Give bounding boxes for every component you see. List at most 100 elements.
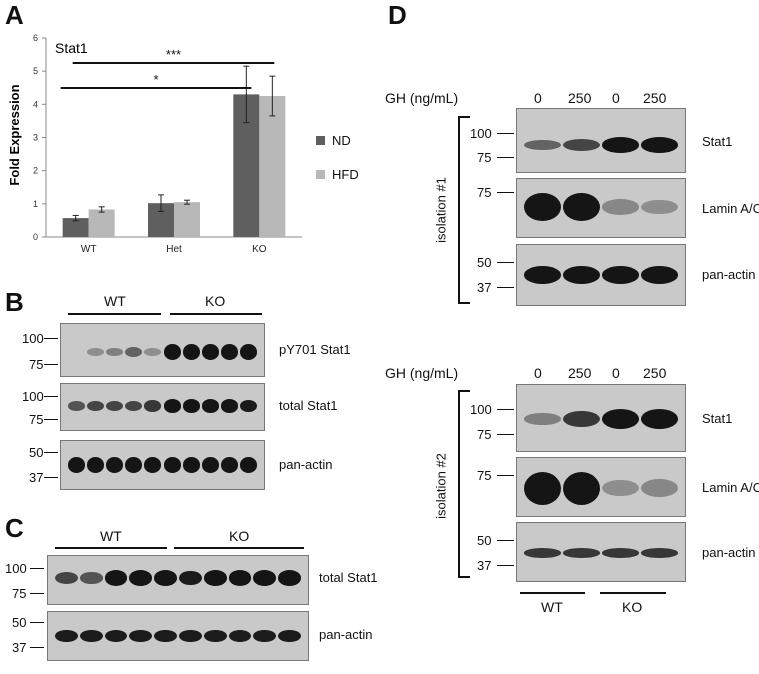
y-tick-label: 3 [33,133,38,143]
blot-band [106,347,124,357]
blot-band [144,348,162,356]
blot-band [563,266,600,284]
isolation-1-bracket [458,116,460,304]
y-tick-label: 0 [33,232,38,242]
blot-band [602,199,639,215]
blot-band [563,192,600,222]
gh-dose: 250 [568,365,592,381]
row-label: pan-actin [702,545,756,560]
gh-dose: 250 [643,90,667,106]
panel-label-b: B [5,287,24,317]
blot-b-wt-bar [68,313,161,315]
blot-band [179,629,202,643]
isolation-1-label: isolation #1 [433,177,449,243]
blot-b-pY701-stat1 [60,323,265,377]
bar-hfd-ko [259,96,286,238]
blot-band [106,457,124,473]
blot-band [125,457,143,473]
blot-band [154,629,177,643]
blot-c-group-ko: KO [229,528,250,544]
blot-d-ko-bar [600,592,666,594]
gh-label-2: GH (ng/mL) [385,365,459,381]
blot-d2-stat1 [516,384,686,452]
row-label: Lamin A/C [702,480,759,495]
marker: 50 [29,445,44,460]
legend-swatch-hfd [316,170,325,179]
blot-band [228,629,252,643]
blot-band [104,570,128,586]
marker: 37 [29,470,44,485]
blot-band [203,629,227,643]
blot-band [203,570,227,586]
blot-d-group-ko: KO [622,599,643,615]
y-tick-label: 2 [33,166,38,176]
gh-dose: 250 [643,365,667,381]
blot-band [602,137,639,153]
blot-band [641,548,678,558]
blot-band [201,399,219,413]
x-tick-label: WT [81,244,97,255]
row-label: Lamin A/C [702,201,759,216]
gh-dose: 0 [534,90,542,106]
row-label: Stat1 [702,134,733,149]
gh-dose: 0 [612,90,620,106]
marker: 75 [29,357,44,372]
marker: 100 [22,331,44,346]
marker: 37 [477,280,492,295]
blot-c-ko-bar [174,547,304,549]
blot-band [220,399,238,413]
blot-band [68,401,86,411]
blot-band [182,344,200,360]
blot-band [278,629,301,643]
x-tick-label: Het [166,244,182,255]
blot-band [220,344,238,360]
marker: 75 [477,427,492,442]
marker: 100 [470,126,492,141]
blot-band [524,548,561,558]
blot-band [68,457,86,473]
blot-band [79,629,103,643]
blot-band [87,348,105,356]
marker: 50 [12,615,27,630]
blot-band [602,409,639,429]
bar-hfd-wt [88,209,115,237]
blot-band [524,471,561,505]
row-label: Stat1 [702,411,733,426]
blot-band [106,400,124,412]
blot-band [524,139,561,151]
bar-hfd-het [174,202,200,237]
marker: 75 [477,468,492,483]
blot-band [524,192,561,222]
blot-d1-stat1 [516,108,686,173]
blot-band [125,400,143,412]
blot-band [641,409,678,429]
marker: 75 [12,586,27,601]
blot-d-wt-bar [520,592,585,594]
blot-c-wt-bar [55,547,167,549]
y-tick-label: 1 [33,199,38,209]
blot-band [125,346,143,358]
blot-band [55,571,78,584]
blot-band [641,137,678,153]
marker: 75 [477,150,492,165]
blot-band [201,457,219,473]
significance-label: * [153,72,158,87]
blot-band [602,266,639,284]
blot-band [641,479,678,497]
blot-band [201,344,219,360]
row-label: pan-actin [702,267,756,282]
marker: 75 [29,412,44,427]
blot-band [239,344,257,360]
legend-label-hfd: HFD [332,167,359,182]
blot-band [524,413,561,425]
blot-band [278,570,301,586]
blot-band [239,457,257,473]
marker: 37 [477,558,492,573]
row-label: pY701 Stat1 [279,342,351,357]
blot-c-total-stat1 [47,555,309,605]
bar-nd-wt [62,218,89,237]
blot-band [220,457,238,473]
blot-band [182,399,200,413]
gh-dose: 0 [612,365,620,381]
blot-band [253,629,277,643]
